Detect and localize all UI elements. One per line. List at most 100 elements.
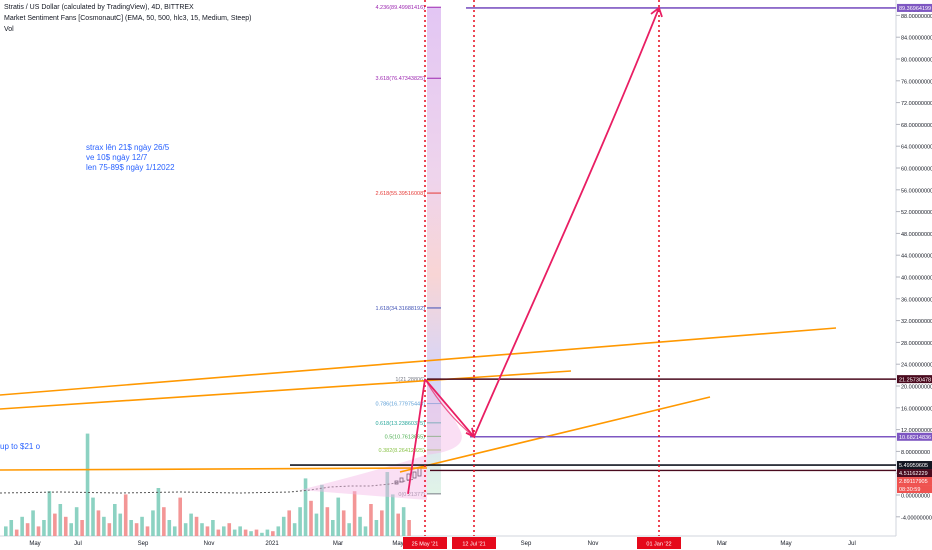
- volume-bar: [325, 507, 330, 536]
- volume-bar: [96, 510, 101, 536]
- volume-bar: [341, 510, 346, 536]
- price-tag-label: 08:30:59: [899, 487, 920, 493]
- projection-arrow-up: [473, 7, 660, 438]
- price-tick-label: 60.00000000: [901, 167, 932, 173]
- volume-legend: Vol: [4, 26, 14, 33]
- price-tick-label: -4.00000000: [901, 515, 932, 521]
- fib-level-label: 0(0.21377): [398, 492, 425, 498]
- volume-bar: [265, 529, 270, 536]
- volume-bar: [134, 523, 139, 536]
- volume-bar: [352, 491, 357, 536]
- time-tick-label: May: [392, 541, 403, 547]
- time-tick-label: May: [29, 541, 40, 547]
- price-tick-label: 32.00000000: [901, 319, 932, 325]
- volume-bar: [200, 523, 204, 536]
- volume-bar: [74, 507, 79, 536]
- volume-bar: [85, 433, 90, 536]
- volume-bar: [31, 510, 35, 536]
- price-tag: [897, 477, 932, 486]
- volume-bar: [358, 516, 362, 536]
- volume-bar: [140, 516, 144, 536]
- candle: [399, 477, 404, 483]
- time-tick-label: Nov: [204, 541, 215, 547]
- volume-bar: [80, 520, 84, 536]
- volume-bar: [118, 513, 123, 536]
- price-tick-label: 64.00000000: [901, 145, 932, 151]
- price-tick-label: 88.00000000: [901, 14, 932, 20]
- volume-bar: [91, 497, 95, 536]
- time-tick-label: Mar: [717, 541, 727, 547]
- volume-bar: [369, 504, 373, 536]
- volume-bar: [396, 513, 400, 536]
- symbol-title: Stratis / US Dollar (calculated by Tradi…: [4, 4, 194, 11]
- time-tick-label: Sep: [138, 541, 149, 547]
- volume-bar: [320, 484, 324, 536]
- volume-bar: [249, 531, 253, 536]
- volume-bar: [287, 510, 291, 536]
- candle: [394, 480, 399, 485]
- time-marker-badge: [403, 537, 447, 549]
- volume-bar: [178, 497, 182, 536]
- price-tick-label: 52.00000000: [901, 210, 932, 216]
- volume-bar: [232, 529, 237, 536]
- volume-bar: [194, 516, 199, 536]
- price-tick-label: 16.00000000: [901, 406, 932, 412]
- fib-level-label: 3.618(76.47343825): [375, 76, 425, 82]
- volume-bar: [9, 520, 14, 536]
- price-tick-label: 0.00000000: [901, 494, 930, 500]
- volume-bar: [216, 529, 221, 536]
- volume-bar: [47, 491, 52, 536]
- volume-bar: [53, 513, 57, 536]
- volume-bar: [254, 529, 259, 536]
- time-marker-label: 12 Jul '21: [462, 542, 485, 548]
- volume-bar: [172, 526, 177, 536]
- price-tag: [897, 461, 932, 470]
- prediction-line-3: len 75-89$ ngày 1/12022: [86, 163, 175, 172]
- volume-bar: [385, 472, 390, 536]
- fib-extension-block: [427, 7, 441, 494]
- volume-bar: [363, 526, 368, 536]
- volume-bar: [309, 500, 313, 536]
- trend-line: [0, 370, 572, 410]
- fib-level-label: 0.786(16.77975448): [375, 402, 425, 408]
- time-tick-label: May: [780, 541, 791, 547]
- volume-bar: [303, 478, 308, 536]
- volume-bar: [401, 507, 406, 536]
- price-tag: [897, 3, 932, 12]
- price-tick-label: 44.00000000: [901, 254, 932, 260]
- volume-bar: [298, 507, 302, 536]
- volume-bar: [374, 520, 379, 536]
- prediction-note[interactable]: strax lên 21$ ngày 26/5 ve 10$ ngày 12/7…: [86, 143, 175, 173]
- volume-bar: [102, 516, 106, 536]
- price-tick-label: 76.00000000: [901, 79, 932, 85]
- price-tick-label: 72.00000000: [901, 101, 932, 107]
- projection-curve: [424, 378, 475, 438]
- price-tick-label: 80.00000000: [901, 58, 932, 64]
- time-tick-label: Nov: [588, 541, 599, 547]
- price-tick-label: 84.00000000: [901, 36, 932, 42]
- volume-bar: [347, 523, 351, 536]
- trend-line: [0, 467, 428, 471]
- volume-bar: [407, 520, 411, 536]
- volume-bar: [314, 513, 319, 536]
- volume-bar: [331, 520, 335, 536]
- trend-line: [399, 396, 711, 473]
- arrowhead-up: [650, 6, 663, 18]
- volume-bar: [113, 504, 117, 536]
- volume-bar: [183, 523, 188, 536]
- sentiment-fan: [300, 382, 462, 500]
- price-tick-label: 28.00000000: [901, 341, 932, 347]
- fib-level-label: 1(21.28806): [395, 377, 425, 383]
- volume-bar: [4, 526, 8, 536]
- volume-bar: [281, 516, 286, 536]
- fib-level-label: 4.236(89.49981416): [375, 5, 425, 11]
- volume-bar: [36, 526, 41, 536]
- time-marker-badge: [637, 537, 681, 549]
- price-tick-label: 8.00000000: [901, 450, 930, 456]
- fib-level-label: 0.618(13.23860375): [375, 421, 425, 427]
- volume-bar: [211, 520, 215, 536]
- time-tick-label: 2021: [265, 541, 279, 547]
- volume-bar: [123, 494, 128, 536]
- left-note[interactable]: up to $21 o: [0, 442, 41, 451]
